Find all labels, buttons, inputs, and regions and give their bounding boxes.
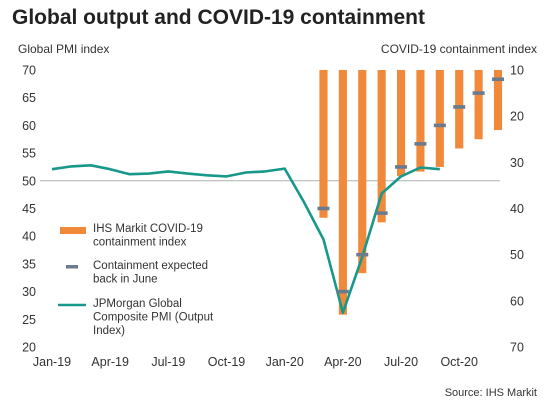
x-tick-label: Jan-19 bbox=[33, 355, 71, 369]
containment-bar bbox=[338, 70, 347, 315]
containment-bar bbox=[396, 70, 406, 177]
expected-marker bbox=[472, 91, 485, 95]
left-tick-label: 35 bbox=[22, 257, 36, 271]
left-tick-label: 45 bbox=[22, 202, 36, 216]
x-tick-label: Oct-20 bbox=[440, 355, 478, 369]
source-note: Source: IHS Markit bbox=[445, 387, 537, 399]
legend-entry-text: Containment expected bbox=[93, 260, 208, 272]
containment-bar bbox=[319, 70, 328, 218]
x-tick-label: Apr-20 bbox=[324, 355, 362, 369]
legend-entry-text: Composite PMI (Output bbox=[93, 312, 214, 324]
chart-title: Global output and COVID-19 containment bbox=[12, 6, 426, 29]
legend-entry-text: containment index bbox=[93, 237, 187, 249]
containment-bar bbox=[493, 70, 503, 131]
legend-marker-swatch bbox=[66, 265, 78, 269]
containment-bar bbox=[377, 70, 386, 223]
legend-entry-text: back in June bbox=[93, 274, 158, 286]
left-tick-label: 60 bbox=[22, 119, 36, 133]
left-tick-label: 50 bbox=[22, 174, 36, 188]
left-tick-label: 30 bbox=[22, 285, 36, 299]
expected-marker bbox=[453, 105, 466, 109]
containment-bar bbox=[474, 70, 483, 140]
left-axis-title: Global PMI index bbox=[18, 42, 109, 56]
expected-marker bbox=[336, 289, 349, 294]
right-tick-label: 60 bbox=[510, 294, 524, 308]
left-tick-label: 40 bbox=[22, 230, 36, 244]
x-tick-label: Apr-19 bbox=[91, 355, 129, 369]
right-tick-label: 70 bbox=[510, 341, 524, 355]
containment-bar bbox=[455, 70, 464, 149]
left-tick-label: 70 bbox=[22, 64, 36, 78]
left-tick-label: 65 bbox=[22, 91, 36, 105]
expected-marker bbox=[356, 252, 369, 257]
x-tick-label: Jan-20 bbox=[266, 355, 304, 369]
containment-bar bbox=[435, 70, 444, 167]
right-tick-label: 10 bbox=[510, 64, 524, 78]
expected-marker bbox=[395, 165, 408, 169]
x-tick-label: Oct-19 bbox=[208, 355, 246, 369]
right-tick-label: 50 bbox=[510, 248, 524, 262]
expected-marker bbox=[414, 142, 427, 146]
legend-entry-text: IHS Markit COVID-19 bbox=[93, 223, 203, 235]
right-tick-label: 40 bbox=[510, 202, 524, 216]
containment-bar bbox=[416, 70, 425, 172]
left-tick-label: 20 bbox=[22, 341, 36, 355]
right-tick-label: 30 bbox=[510, 156, 524, 170]
expected-marker bbox=[375, 211, 388, 215]
legend-entry-text: Index) bbox=[93, 325, 125, 337]
legend-entry-text: JPMorgan Global bbox=[93, 298, 182, 310]
pmi-line bbox=[51, 164, 440, 315]
x-tick-label: Jul-20 bbox=[384, 355, 418, 369]
expected-marker bbox=[491, 77, 505, 82]
containment-bar bbox=[358, 70, 367, 274]
right-tick-label: 20 bbox=[510, 110, 524, 124]
left-tick-label: 25 bbox=[22, 313, 36, 327]
expected-marker bbox=[317, 206, 330, 211]
left-tick-label: 55 bbox=[22, 147, 36, 161]
right-axis-title: COVID-19 containment index bbox=[381, 42, 537, 56]
legend-bar-swatch bbox=[60, 227, 86, 234]
expected-marker bbox=[433, 123, 446, 128]
x-tick-label: Jul-19 bbox=[151, 355, 185, 369]
